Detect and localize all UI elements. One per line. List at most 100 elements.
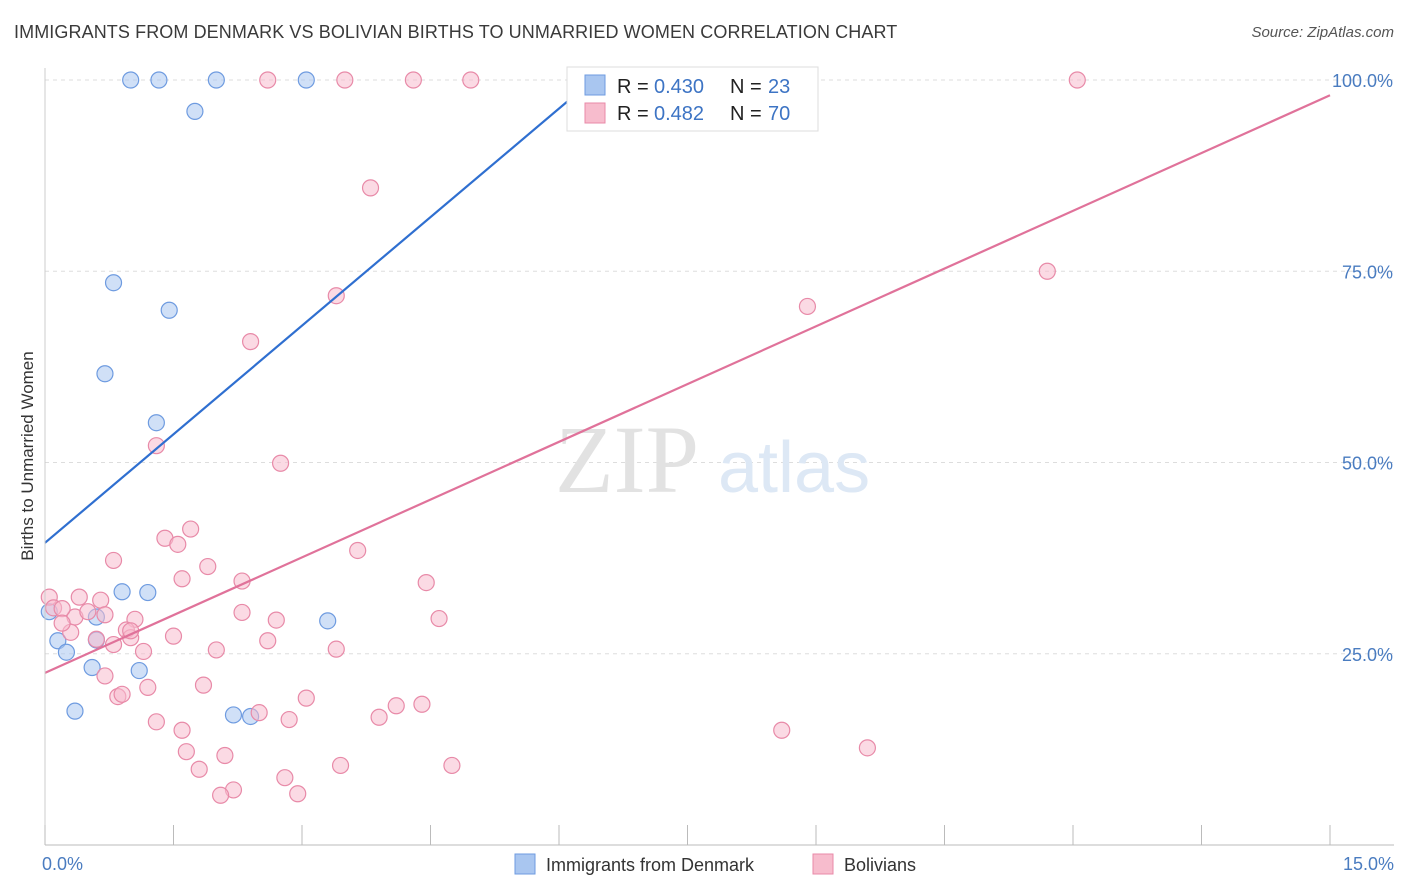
bolivian-point-7 <box>1038 262 1056 280</box>
bolivian-point-8 <box>798 297 817 316</box>
bolivian-point-51 <box>250 704 268 722</box>
denmark-point-10 <box>113 583 131 601</box>
bolivian-point-42 <box>327 640 345 658</box>
legend-swatch-pink <box>584 102 606 124</box>
bolivian-point-55 <box>173 721 191 739</box>
bolivian-point-38 <box>259 632 277 650</box>
bolivian-point-67 <box>53 614 71 632</box>
bolivian-point-48 <box>297 689 315 707</box>
bolivian-point-22 <box>70 588 88 606</box>
bolivian-point-11 <box>147 437 165 455</box>
denmark-point-0 <box>122 71 140 89</box>
legend-swatch-blue <box>584 74 606 96</box>
bolivian-point-31 <box>233 603 251 622</box>
denmark-point-3 <box>297 71 315 89</box>
bolivian-point-49 <box>387 697 405 715</box>
bolivian-point-5 <box>1068 71 1086 89</box>
bolivian-point-12 <box>271 454 290 472</box>
bolivian-point-16 <box>349 541 367 560</box>
bolivian-point-17 <box>104 551 123 570</box>
watermark-atlas: atlas <box>718 428 870 508</box>
bolivian-point-54 <box>147 713 165 731</box>
legend-blue-n-label: N = <box>730 76 762 98</box>
legend-blue-n-value: 23 <box>768 76 790 98</box>
bolivian-point-40 <box>134 642 153 661</box>
denmark-point-2 <box>207 71 225 89</box>
denmark-point-9 <box>147 414 165 432</box>
y-tick-label-3: 100.0% <box>1332 71 1393 91</box>
denmark-point-19 <box>130 661 148 680</box>
bolivian-point-47 <box>113 685 131 703</box>
bolivian-point-44 <box>139 678 157 697</box>
legend-pink-r-label: R = <box>617 103 649 125</box>
bolivian-point-63 <box>276 769 294 787</box>
denmark-point-13 <box>319 612 337 630</box>
legend-pink-n-label: N = <box>730 103 762 125</box>
bolivian-point-1 <box>336 71 354 89</box>
bolivian-point-33 <box>430 609 448 628</box>
denmark-point-17 <box>57 643 76 661</box>
legend-pink-n-value: 70 <box>768 103 790 125</box>
bolivian-point-39 <box>87 630 106 648</box>
bolivian-point-10 <box>242 333 260 351</box>
bolivian-point-61 <box>331 756 350 775</box>
bolivian-point-21 <box>417 574 435 592</box>
source-credit: Source: ZipAtlas.com <box>1251 24 1394 41</box>
bolivian-point-13 <box>182 520 200 538</box>
legend-blue-r-label: R = <box>617 76 649 98</box>
bolivian-point-27 <box>96 606 114 624</box>
x-tick-labels: 0.0% 15.0% <box>42 854 1394 874</box>
x-tick-label-0: 0.0% <box>42 854 83 874</box>
axes <box>44 68 1394 846</box>
legend-blue-r-value: 0.430 <box>654 76 704 98</box>
denmark-point-21 <box>224 706 243 724</box>
legend-pink-r-value: 0.482 <box>654 103 704 125</box>
denmark-point-11 <box>139 583 157 602</box>
data-points <box>40 71 1086 804</box>
bolivian-point-6 <box>361 179 380 197</box>
watermark-zip: ZIP <box>555 406 699 513</box>
bolivian-point-3 <box>462 71 480 89</box>
bolivian-point-45 <box>194 676 213 694</box>
y-tick-labels: 25.0% 50.0% 75.0% 100.0% <box>1332 71 1393 665</box>
bolivian-point-65 <box>212 786 230 804</box>
bolivian-point-29 <box>53 600 71 618</box>
bolivian-point-57 <box>177 743 195 761</box>
bolivian-point-58 <box>216 746 234 765</box>
denmark-point-8 <box>96 365 114 383</box>
bolivian-point-23 <box>92 591 110 609</box>
bolivian-point-43 <box>96 667 114 685</box>
y-tick-label-0: 25.0% <box>1342 645 1393 665</box>
bolivian-point-0 <box>259 71 277 89</box>
denmark-point-18 <box>83 658 101 677</box>
denmark-point-15 <box>49 632 67 650</box>
bolivian-point-32 <box>267 611 285 629</box>
bolivian-point-62 <box>443 756 461 775</box>
bolivian-point-2 <box>404 71 422 89</box>
bolivian-point-15 <box>169 535 187 553</box>
bolivian-point-53 <box>280 710 298 729</box>
bolivian-point-56 <box>773 721 791 739</box>
bolivian-point-18 <box>199 557 217 576</box>
y-axis-label: Births to Unmarried Women <box>18 351 37 560</box>
bolivian-point-30 <box>79 603 97 621</box>
series-legend-label-blue: Immigrants from Denmark <box>546 855 755 875</box>
bolivian-point-66 <box>289 785 307 803</box>
denmark-trend-line <box>44 71 603 544</box>
trend-lines <box>44 71 1331 674</box>
bolivian-point-41 <box>207 641 225 659</box>
gridlines <box>45 79 1394 655</box>
y-tick-label-1: 50.0% <box>1342 454 1393 474</box>
stats-legend: R = 0.430 N = 23 R = 0.482 N = 70 <box>566 66 819 132</box>
bolivian-point-60 <box>190 760 208 778</box>
bolivian-point-59 <box>858 739 877 757</box>
denmark-point-20 <box>66 702 84 720</box>
denmark-point-5 <box>186 102 204 120</box>
bolivian-point-52 <box>370 708 388 726</box>
chart-title: IMMIGRANTS FROM DENMARK VS BOLIVIAN BIRT… <box>14 22 898 42</box>
denmark-point-1 <box>150 71 168 89</box>
series-legend-swatch-blue <box>514 853 536 875</box>
y-tick-label-2: 75.0% <box>1342 262 1393 282</box>
series-legend-label-pink: Bolivians <box>844 855 916 875</box>
